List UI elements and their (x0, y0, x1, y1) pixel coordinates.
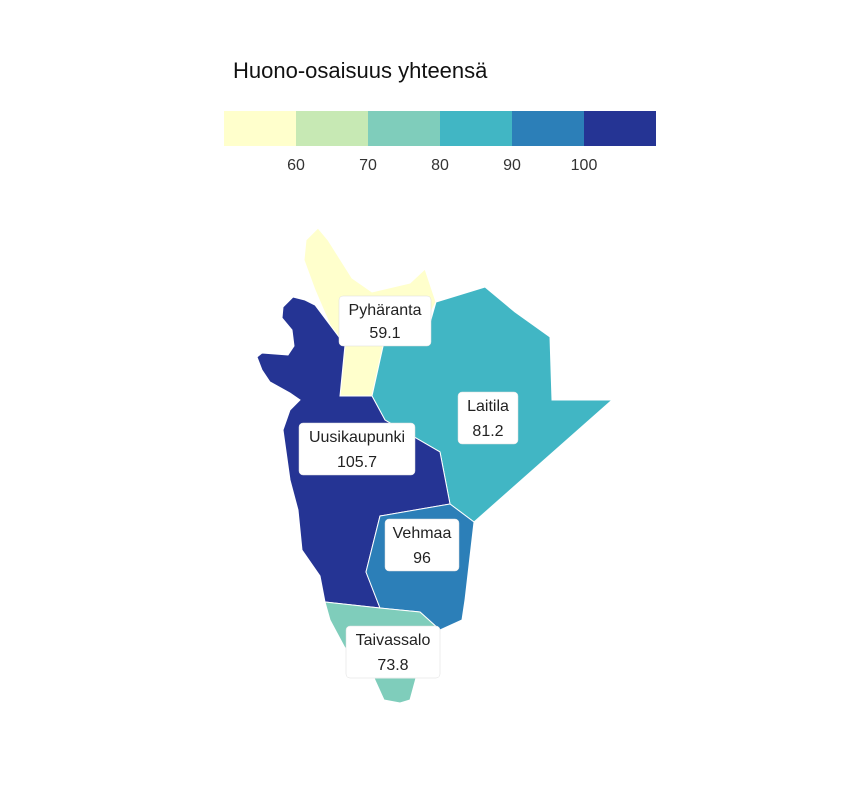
label-uusikaupunki: Uusikaupunki 105.7 (298, 422, 416, 476)
region-taivassalo-island[interactable] (373, 677, 417, 704)
region-value-label: 96 (413, 550, 431, 567)
region-name-label: Vehmaa (393, 525, 452, 542)
legend-tick-label: 80 (431, 157, 449, 174)
region-value-label: 73.8 (377, 657, 408, 674)
label-box (457, 391, 519, 445)
legend-swatch-4 (440, 111, 512, 146)
legend: Huono-osaisuus yhteensä 60 70 80 90 100 (224, 58, 656, 174)
region-value-label: 59.1 (369, 325, 400, 342)
legend-swatch-1 (224, 111, 296, 146)
label-pyharanta: Pyhäranta 59.1 (338, 295, 432, 347)
region-value-label: 105.7 (337, 454, 377, 471)
legend-tick-label: 100 (571, 157, 598, 174)
label-laitila: Laitila 81.2 (457, 391, 519, 445)
label-box (345, 625, 441, 679)
label-vehmaa: Vehmaa 96 (384, 518, 460, 572)
legend-swatch-5 (512, 111, 584, 146)
legend-tick-label: 60 (287, 157, 305, 174)
legend-color-bar (224, 111, 656, 146)
legend-swatch-2 (296, 111, 368, 146)
legend-swatch-6 (584, 111, 656, 146)
legend-swatch-3 (368, 111, 440, 146)
region-name-label: Pyhäranta (349, 302, 422, 319)
region-name-label: Taivassalo (356, 632, 431, 649)
legend-ticks: 60 70 80 90 100 (287, 157, 597, 174)
label-box (298, 422, 416, 476)
legend-tick-label: 70 (359, 157, 377, 174)
region-name-label: Uusikaupunki (309, 429, 405, 446)
region-value-label: 81.2 (472, 423, 503, 440)
label-box (338, 295, 432, 347)
legend-title: Huono-osaisuus yhteensä (233, 58, 488, 83)
region-name-label: Laitila (467, 398, 509, 415)
label-box (384, 518, 460, 572)
region-labels: Pyhäranta 59.1 Laitila 81.2 Uusikaupunki… (298, 295, 519, 679)
label-taivassalo: Taivassalo 73.8 (345, 625, 441, 679)
legend-tick-label: 90 (503, 157, 521, 174)
